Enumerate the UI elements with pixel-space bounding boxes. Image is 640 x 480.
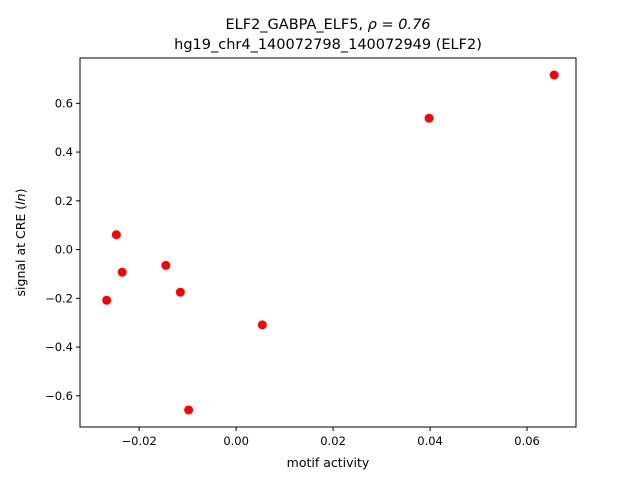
scatter-point — [549, 70, 559, 80]
scatter-point — [102, 295, 112, 305]
x-tick-label: 0.06 — [514, 434, 540, 448]
chart-title: ELF2_GABPA_ELF5, ρ = 0.76 — [225, 17, 430, 33]
scatter-point — [184, 405, 194, 415]
scatter-point — [161, 260, 171, 270]
y-axis-ticks: −0.6 −0.4 −0.2 0.0 0.2 0.4 0.6 — [45, 96, 80, 403]
x-tick-label: 0.04 — [417, 434, 443, 448]
plot-frame — [79, 57, 577, 428]
y-tick-label: −0.4 — [45, 340, 73, 354]
y-axis-label-italic: ln — [13, 193, 28, 204]
y-tick-label: 0.2 — [55, 194, 73, 208]
chart-subtitle: hg19_chr4_140072798_140072949 (ELF2) — [174, 37, 482, 53]
y-tick-label: 0.6 — [55, 96, 73, 110]
y-axis-label-suffix: ) — [13, 189, 28, 194]
x-tick-label: −0.02 — [122, 434, 157, 448]
x-tick-label: 0.02 — [320, 434, 346, 448]
y-tick-label: 0.0 — [55, 243, 73, 257]
scatter-point — [424, 113, 434, 123]
x-axis-ticks: −0.02 0.00 0.02 0.04 0.06 — [122, 427, 540, 448]
chart-title-rho: ρ = 0.76 — [368, 17, 431, 33]
y-axis-label: signal at CRE (ln) — [13, 189, 28, 297]
y-tick-label: −0.2 — [45, 291, 73, 305]
x-tick-label: 0.00 — [223, 434, 249, 448]
scatter-point — [175, 287, 185, 297]
x-axis-label: motif activity — [287, 455, 370, 470]
chart-title-text: ELF2_GABPA_ELF5, — [225, 17, 367, 33]
scatter-point — [117, 267, 127, 277]
scatter-point — [111, 230, 121, 240]
y-tick-label: −0.6 — [45, 389, 73, 403]
scatter-point — [257, 320, 267, 330]
y-tick-label: 0.4 — [55, 145, 73, 159]
y-axis-label-prefix: signal at CRE ( — [13, 205, 28, 297]
data-points — [102, 70, 559, 415]
